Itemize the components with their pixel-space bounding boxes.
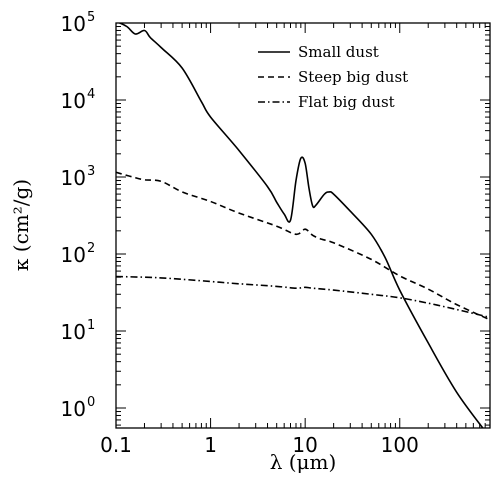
y-tick-exponent: 3	[87, 164, 95, 179]
y-tick-exponent: 5	[87, 10, 95, 25]
x-tick-label: 1	[204, 433, 217, 457]
y-tick-exponent: 4	[87, 87, 95, 102]
legend-label-flat-big-dust: Flat big dust	[298, 93, 395, 111]
y-tick-label: 10	[61, 243, 86, 267]
y-tick-label: 10	[61, 12, 86, 36]
y-tick-exponent: 0	[87, 395, 95, 410]
x-tick-label: 10	[292, 433, 317, 457]
series-line-small-dust	[117, 23, 484, 428]
y-tick-exponent: 1	[87, 318, 95, 333]
series-line-flat-big-dust	[116, 275, 490, 319]
data-curves	[116, 23, 490, 428]
y-axis-label: κ (cm²/g)	[9, 179, 33, 271]
legend: Small dust Steep big dust Flat big dust	[258, 43, 408, 111]
y-tick-label: 10	[61, 320, 86, 344]
y-tick-exponent: 2	[87, 241, 95, 256]
x-tick-label: 0.1	[100, 433, 132, 457]
y-tick-label: 10	[61, 397, 86, 421]
series-line-steep-big-dust	[116, 171, 490, 321]
plot-frame	[115, 22, 491, 429]
legend-label-small-dust: Small dust	[298, 43, 379, 61]
x-axis-label: λ (μm)	[270, 450, 337, 474]
y-tick-label: 10	[61, 166, 86, 190]
legend-label-steep-big-dust: Steep big dust	[298, 68, 408, 86]
x-tick-label: 100	[381, 433, 419, 457]
y-tick-label: 10	[61, 89, 86, 113]
